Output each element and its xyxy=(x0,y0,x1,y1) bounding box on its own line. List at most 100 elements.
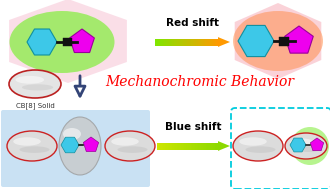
Bar xyxy=(195,143,197,149)
Ellipse shape xyxy=(239,137,267,146)
Bar xyxy=(192,143,194,149)
Bar xyxy=(168,39,170,46)
Polygon shape xyxy=(290,138,306,152)
Bar xyxy=(194,143,196,149)
Bar xyxy=(186,143,188,149)
Bar xyxy=(215,39,217,46)
Bar xyxy=(174,39,176,46)
Polygon shape xyxy=(310,138,324,151)
FancyBboxPatch shape xyxy=(1,110,150,187)
Bar xyxy=(184,143,186,149)
Bar xyxy=(211,143,213,149)
Bar xyxy=(161,39,163,46)
Bar xyxy=(199,39,201,46)
Ellipse shape xyxy=(233,11,323,71)
Bar xyxy=(209,39,211,46)
Ellipse shape xyxy=(13,137,41,146)
Ellipse shape xyxy=(290,139,313,146)
Bar xyxy=(160,143,162,149)
Bar xyxy=(186,39,188,46)
Bar xyxy=(213,39,215,46)
Bar xyxy=(163,39,165,46)
Bar xyxy=(182,143,183,149)
Polygon shape xyxy=(218,141,230,151)
Bar xyxy=(189,143,191,149)
Ellipse shape xyxy=(111,137,139,146)
Text: Red shift: Red shift xyxy=(167,18,219,28)
Bar xyxy=(202,39,204,46)
Bar xyxy=(200,143,202,149)
Bar xyxy=(166,39,168,46)
Bar xyxy=(177,39,179,46)
Bar xyxy=(176,39,178,46)
Bar xyxy=(177,143,179,149)
Bar xyxy=(158,39,160,46)
Bar xyxy=(203,143,205,149)
Ellipse shape xyxy=(16,76,44,84)
Bar xyxy=(183,39,185,46)
Ellipse shape xyxy=(233,131,283,161)
Bar xyxy=(204,143,206,149)
Bar xyxy=(182,39,184,46)
Bar xyxy=(206,143,208,149)
Bar xyxy=(210,39,212,46)
Bar xyxy=(171,143,173,149)
Bar xyxy=(212,143,214,149)
Bar xyxy=(279,36,289,46)
Ellipse shape xyxy=(7,131,57,161)
Bar xyxy=(163,143,165,149)
Ellipse shape xyxy=(9,70,61,98)
Ellipse shape xyxy=(22,84,53,91)
Ellipse shape xyxy=(59,117,101,175)
Bar xyxy=(168,143,170,149)
Bar xyxy=(179,39,181,46)
Bar xyxy=(187,143,189,149)
Bar xyxy=(188,39,190,46)
Ellipse shape xyxy=(105,131,155,161)
Bar xyxy=(174,143,176,149)
Text: Blue shift: Blue shift xyxy=(165,122,221,132)
Bar xyxy=(166,143,168,149)
Bar xyxy=(172,143,174,149)
Bar xyxy=(207,143,209,149)
Bar xyxy=(194,39,196,46)
Ellipse shape xyxy=(19,146,50,153)
Bar xyxy=(158,143,161,149)
Polygon shape xyxy=(61,137,79,153)
Bar xyxy=(160,39,162,46)
Bar xyxy=(205,39,208,46)
Bar xyxy=(155,39,157,46)
Bar xyxy=(191,39,193,46)
Polygon shape xyxy=(27,29,57,55)
Bar xyxy=(201,39,203,46)
Polygon shape xyxy=(238,25,274,57)
Bar xyxy=(193,39,195,46)
Bar xyxy=(201,143,203,149)
Bar xyxy=(183,143,185,149)
Text: CB[8] Solid: CB[8] Solid xyxy=(16,102,54,109)
Bar xyxy=(214,143,215,149)
Text: Mechanochromic Behavior: Mechanochromic Behavior xyxy=(106,75,294,89)
Ellipse shape xyxy=(291,127,329,165)
Bar xyxy=(156,39,159,46)
Bar xyxy=(162,143,164,149)
Bar xyxy=(63,38,72,46)
Bar xyxy=(207,39,209,46)
Ellipse shape xyxy=(117,146,148,153)
Ellipse shape xyxy=(285,133,327,159)
Bar xyxy=(178,143,181,149)
Bar xyxy=(190,39,192,46)
Ellipse shape xyxy=(63,128,81,140)
Polygon shape xyxy=(9,0,127,83)
Bar xyxy=(215,143,217,149)
Bar xyxy=(185,39,187,46)
Polygon shape xyxy=(218,37,230,47)
Polygon shape xyxy=(70,29,94,53)
Ellipse shape xyxy=(246,146,276,153)
Bar xyxy=(198,143,200,149)
Bar xyxy=(216,143,218,149)
Bar xyxy=(172,39,174,46)
Polygon shape xyxy=(285,26,313,53)
Ellipse shape xyxy=(10,11,115,73)
Bar xyxy=(164,39,167,46)
